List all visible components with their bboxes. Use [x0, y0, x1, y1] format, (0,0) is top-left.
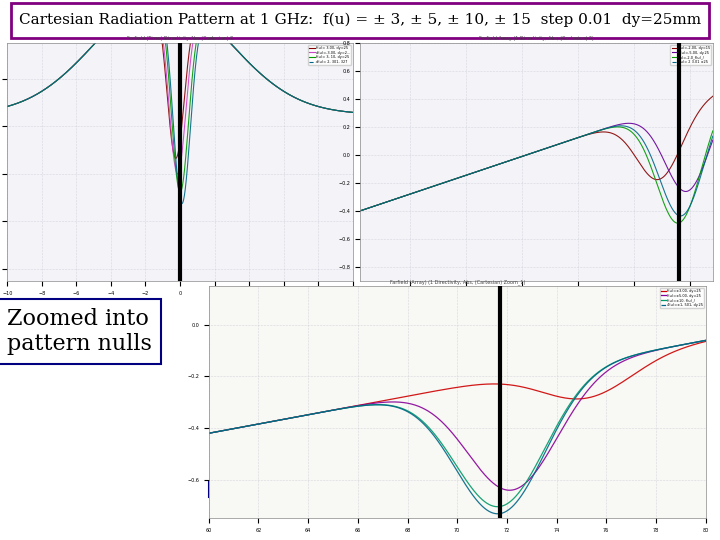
Legend: f(u)=-2.00, dy=15, 2(u)=-5.00, dy.25, f(u)=-2.0_f(u)_/, f(u)= 2 3.01 ±25: f(u)=-2.00, dy=15, 2(u)=-5.00, dy.25, f(… — [670, 45, 711, 65]
Text: Cartesian Radiation Pattern at 1 GHz:  f(u) = ± 3, ± 5, ± 10, ± 15  step 0.01  d: Cartesian Radiation Pattern at 1 GHz: f(… — [19, 13, 701, 28]
Text: Sixth Zeta Zero
@45.817°: Sixth Zeta Zero @45.817° — [367, 238, 466, 266]
Legend: f(u)= 3.00, dy=25, d(u)=-3.00, dy=2..., f(u)= 3, 10, dy=25, d(u)= 2, 301, 327: f(u)= 3.00, dy=25, d(u)=-3.00, dy=2..., … — [308, 45, 351, 65]
Title: Farfield (Time) Directivity Abs (Cartesian) C: Farfield (Time) Directivity Abs (Cartesi… — [127, 36, 233, 42]
FancyBboxPatch shape — [11, 3, 709, 38]
Title: Farfield Array (1 Directivity, Abs, (Cartesian) 2): Farfield Array (1 Directivity, Abs, (Car… — [479, 36, 594, 42]
Text: ‘pulling-off’ of zero near 90deg: ‘pulling-off’ of zero near 90deg — [212, 485, 377, 494]
Text: Zoomed into
pattern nulls: Zoomed into pattern nulls — [7, 308, 152, 355]
Legend: f(u)=±3.00, dy=25, f(u)=±5.00, dy=25, f(u)=±10, f(u)_/, 4(u)=±1, 501, dy.25: f(u)=±3.00, dy=25, f(u)=±5.00, dy=25, f(… — [660, 288, 704, 308]
Title: Farfield (Array) (1 Directivity, Abs, (Cartesian) Zoom_1): Farfield (Array) (1 Directivity, Abs, (C… — [390, 279, 525, 285]
Text: First Zeta Zero
@15.645°: First Zeta Zero @15.645° — [14, 238, 110, 266]
Text: Tenth Zeta Zero
@71.742°: Tenth Zeta Zero @71.742° — [443, 466, 539, 494]
